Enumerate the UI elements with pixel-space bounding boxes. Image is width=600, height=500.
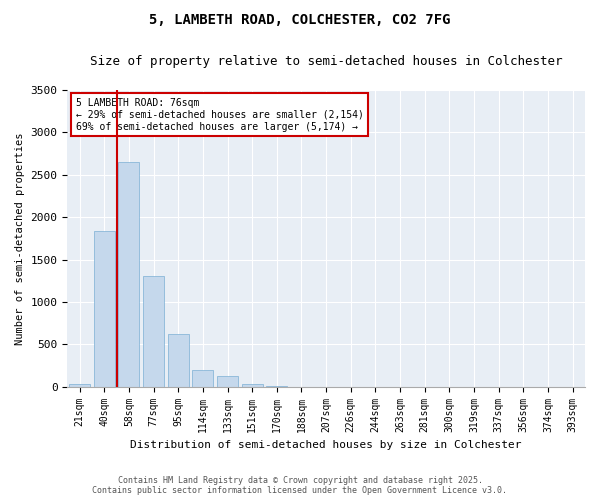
X-axis label: Distribution of semi-detached houses by size in Colchester: Distribution of semi-detached houses by …	[130, 440, 522, 450]
Bar	[217, 376, 238, 386]
Text: 5, LAMBETH ROAD, COLCHESTER, CO2 7FG: 5, LAMBETH ROAD, COLCHESTER, CO2 7FG	[149, 12, 451, 26]
Bar	[168, 334, 188, 386]
Bar	[193, 370, 214, 386]
Bar	[69, 384, 90, 386]
Text: Contains HM Land Registry data © Crown copyright and database right 2025.
Contai: Contains HM Land Registry data © Crown c…	[92, 476, 508, 495]
Bar	[143, 276, 164, 386]
Text: 5 LAMBETH ROAD: 76sqm
← 29% of semi-detached houses are smaller (2,154)
69% of s: 5 LAMBETH ROAD: 76sqm ← 29% of semi-deta…	[76, 98, 364, 132]
Bar	[242, 384, 263, 386]
Bar	[118, 162, 139, 386]
Title: Size of property relative to semi-detached houses in Colchester: Size of property relative to semi-detach…	[90, 55, 562, 68]
Y-axis label: Number of semi-detached properties: Number of semi-detached properties	[15, 132, 25, 344]
Bar	[94, 230, 115, 386]
